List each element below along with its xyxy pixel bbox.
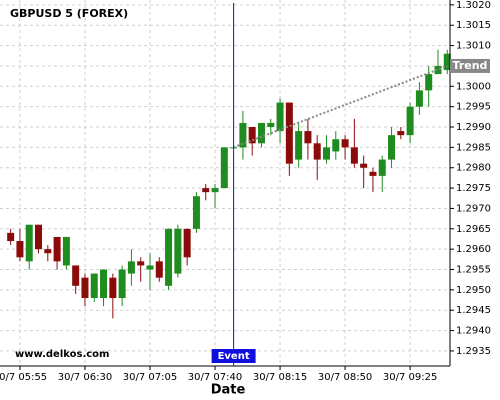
candle-body — [155, 261, 163, 278]
candle-body — [295, 131, 303, 160]
event-label-box — [211, 349, 256, 363]
candle-body — [7, 232, 15, 242]
candle-body — [369, 171, 377, 176]
candle-body — [100, 269, 108, 299]
y-tick-label: 1.2975 — [456, 183, 491, 194]
x-tick-label: 30/7 08:50 — [318, 372, 372, 383]
candle-body — [165, 228, 173, 286]
y-tick-label: 1.2970 — [456, 203, 491, 214]
y-tick-label: 1.2950 — [456, 285, 491, 296]
x-tick-label: 30/7 05:55 — [0, 372, 47, 383]
event-label: Event — [218, 351, 250, 362]
x-tick-label: 30/7 09:25 — [383, 372, 437, 383]
candle-body — [146, 265, 154, 270]
candle-body — [434, 65, 442, 75]
candle-body — [267, 122, 275, 128]
x-tick-label: 30/7 07:05 — [123, 372, 177, 383]
candle-body — [81, 277, 89, 299]
y-tick-label: 1.2990 — [456, 122, 491, 133]
y-tick-label: 1.2985 — [456, 142, 491, 153]
marks — [7, 49, 451, 319]
candle-body — [415, 90, 423, 107]
y-tick-label: 1.2965 — [456, 224, 491, 235]
chart-title: GBPUSD 5 (FOREX) — [10, 7, 128, 20]
x-tick-label: 30/7 07:40 — [188, 372, 242, 383]
candle-body — [35, 224, 43, 250]
x-tick-label: 30/7 06:30 — [58, 372, 112, 383]
candle-body — [192, 196, 200, 229]
candle-body — [276, 102, 284, 132]
candle-body — [397, 131, 405, 136]
candle-body — [90, 273, 98, 299]
y-tick-label: 1.3015 — [456, 20, 491, 31]
candle-body — [72, 265, 80, 286]
candle-body — [425, 74, 433, 91]
candle-body — [211, 188, 219, 193]
y-tick-label: 1.3010 — [456, 41, 491, 52]
candle-body — [304, 131, 312, 144]
x-axis-title: Date — [211, 383, 246, 398]
y-tick-label: 1.2955 — [456, 265, 491, 276]
y-tick-label: 1.2980 — [456, 163, 491, 174]
y-tick-label: 1.3020 — [456, 0, 491, 11]
candle-body — [443, 53, 451, 71]
candle-body — [332, 139, 340, 152]
candle-body — [239, 122, 247, 148]
x-tick-label: 30/7 08:15 — [253, 372, 307, 383]
candle-body — [118, 269, 126, 299]
candle-body — [257, 122, 265, 144]
candle-body — [378, 159, 386, 176]
candle-body — [16, 241, 24, 258]
watermark: www.delkos.com — [15, 349, 109, 360]
trend-label-box — [450, 58, 490, 73]
candle-body — [341, 139, 349, 148]
y-tick-label: 1.2995 — [456, 102, 491, 113]
y-tick-label: 1.2960 — [456, 244, 491, 255]
candle-body — [109, 277, 117, 299]
trend-label: Trend — [453, 59, 488, 72]
candle-body — [174, 228, 182, 274]
candle-body — [62, 236, 70, 266]
candle-body — [202, 188, 210, 193]
candle-body — [248, 127, 256, 144]
candle-body — [350, 147, 358, 164]
y-tick-label: 1.2935 — [456, 346, 491, 357]
candle-body — [285, 102, 293, 164]
y-tick-label: 1.2940 — [456, 326, 491, 337]
candle-body — [220, 147, 228, 189]
candle-body — [388, 135, 396, 160]
y-tick-label: 1.3000 — [456, 81, 491, 92]
candle-body — [127, 261, 135, 274]
candle-body — [137, 261, 145, 266]
candle-body — [360, 163, 368, 168]
y-tick-label: 1.2945 — [456, 305, 491, 316]
candle-body — [183, 228, 191, 258]
candle-body — [44, 249, 52, 254]
candle-body — [406, 106, 414, 136]
candle-body — [25, 224, 33, 262]
candle-body — [323, 147, 331, 160]
candle-body — [53, 236, 61, 262]
candle-body — [313, 143, 321, 160]
